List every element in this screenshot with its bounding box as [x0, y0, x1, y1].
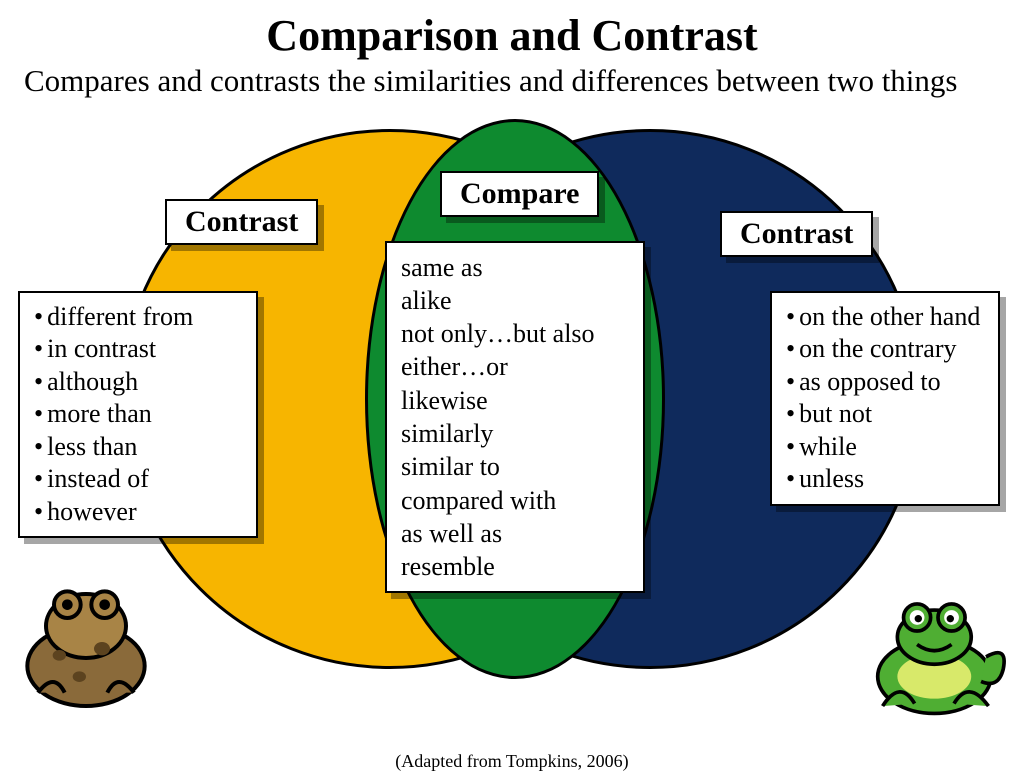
list-item: compared with	[401, 484, 633, 517]
attribution-text: (Adapted from Tompkins, 2006)	[0, 751, 1024, 772]
list-item: different from	[34, 301, 246, 334]
frog-left-illustration	[6, 562, 166, 709]
list-item: either…or	[401, 350, 633, 383]
frog-right-illustration	[858, 583, 1018, 718]
list-item: resemble	[401, 550, 633, 583]
list-item: but not	[786, 398, 988, 431]
right-list-box: on the other handon the contraryas oppos…	[770, 291, 1000, 506]
list-item: while	[786, 431, 988, 464]
list-item: similarly	[401, 417, 633, 450]
left-list-box: different fromin contrastalthoughmore th…	[18, 291, 258, 539]
list-item: on the contrary	[786, 333, 988, 366]
list-item: in contrast	[34, 333, 246, 366]
left-label: Contrast	[165, 199, 318, 245]
list-item: same as	[401, 251, 633, 284]
list-item: not only…but also	[401, 317, 633, 350]
list-item: less than	[34, 431, 246, 464]
list-item: instead of	[34, 463, 246, 496]
center-list: same asalikenot only…but alsoeither…orli…	[401, 251, 633, 584]
page-title: Comparison and Contrast	[0, 10, 1024, 61]
center-list-box: same asalikenot only…but alsoeither…orli…	[385, 241, 645, 594]
list-item: however	[34, 496, 246, 529]
list-item: on the other hand	[786, 301, 988, 334]
list-item: as well as	[401, 517, 633, 550]
list-item: although	[34, 366, 246, 399]
list-item: alike	[401, 284, 633, 317]
list-item: more than	[34, 398, 246, 431]
left-list: different fromin contrastalthoughmore th…	[34, 301, 246, 529]
center-label: Compare	[440, 171, 599, 217]
list-item: unless	[786, 463, 988, 496]
list-item: likewise	[401, 384, 633, 417]
right-list: on the other handon the contraryas oppos…	[786, 301, 988, 496]
list-item: similar to	[401, 450, 633, 483]
list-item: as opposed to	[786, 366, 988, 399]
venn-diagram: Contrast Compare Contrast different from…	[0, 99, 1024, 739]
page-subtitle: Compares and contrasts the similarities …	[24, 63, 1000, 99]
right-label: Contrast	[720, 211, 873, 257]
